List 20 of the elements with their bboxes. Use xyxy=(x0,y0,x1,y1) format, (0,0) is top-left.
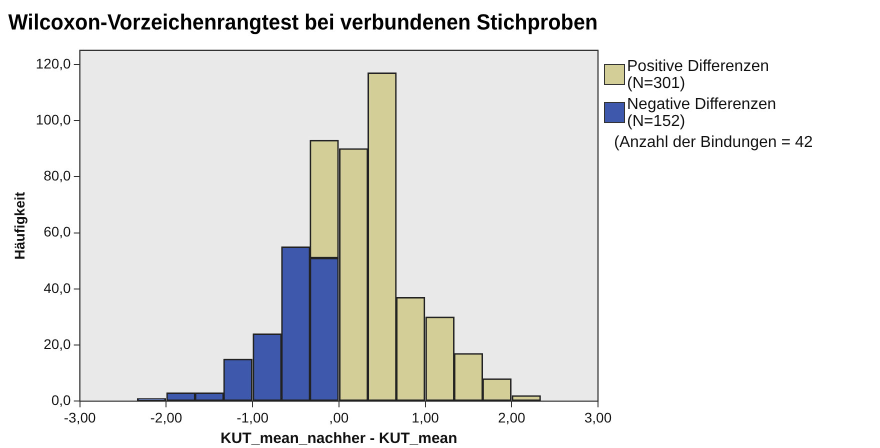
y-tick-label: 60,0 xyxy=(44,224,72,240)
y-tick-label: 40,0 xyxy=(44,280,72,296)
y-tick-label: 20,0 xyxy=(44,336,72,352)
x-tick-label: 3,00 xyxy=(584,409,612,426)
x-tick-label: 1,00 xyxy=(412,409,440,426)
y-tick-label: 0,0 xyxy=(51,392,72,408)
x-tick-label: -2,00 xyxy=(150,409,182,426)
legend-label: Negative Differenzen (N=152) xyxy=(627,96,778,130)
chart-title: Wilcoxon-Vorzeichenrangtest bei verbundenen Stichproben xyxy=(8,10,598,34)
text: (Anzahl der Bindungen = 42 xyxy=(614,134,814,151)
y-tick-label: 80,0 xyxy=(44,168,72,184)
x-axis-title: KUT_mean_nachher - KUT_mean xyxy=(220,430,458,448)
y-tick-label: 100,0 xyxy=(36,111,72,128)
y-axis-title: Häufigkeit xyxy=(11,192,28,260)
x-tick-label: -3,00 xyxy=(64,409,96,426)
y-tick-label: 120,0 xyxy=(36,55,72,72)
x-tick-label: -1,00 xyxy=(236,409,269,426)
x-tick-label: 2,00 xyxy=(498,409,526,426)
legend-label: Positive Differenzen (N=301) xyxy=(627,58,770,92)
x-tick-label: ,00 xyxy=(329,409,349,426)
